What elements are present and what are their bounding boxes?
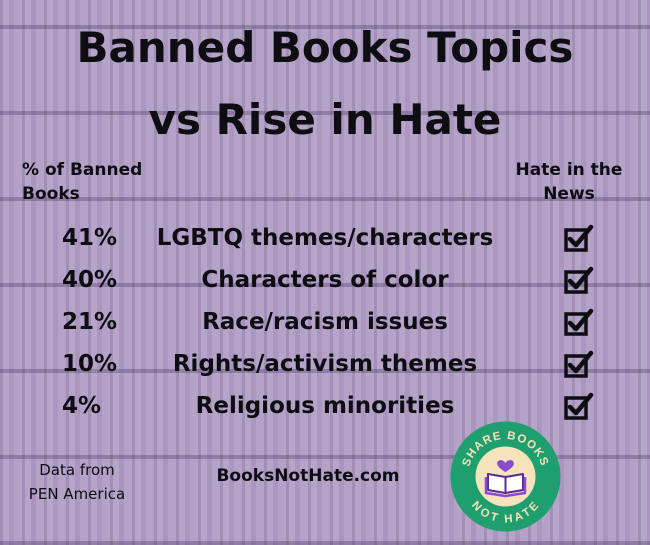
row-percent: 40% <box>62 267 118 293</box>
row-percent: 4% <box>62 393 102 419</box>
header-banned-books-line-1: % of Banned <box>22 160 143 180</box>
checkbox-checked-icon <box>564 392 594 420</box>
topic-row: 41% LGBTQ themes/characters <box>0 218 650 258</box>
topic-row: 4% Religious minorities <box>0 386 650 426</box>
row-topic: Race/racism issues <box>202 309 448 335</box>
row-percent: 21% <box>62 309 118 335</box>
title-line-1: Banned Books Topics <box>76 23 574 72</box>
open-book-heart-icon <box>484 460 527 498</box>
row-topic: Rights/activism themes <box>172 351 478 377</box>
header-hate-in-news-line-1: Hate in the <box>515 160 623 180</box>
topic-row: 40% Characters of color <box>0 260 650 300</box>
row-topic: LGBTQ themes/characters <box>156 225 494 251</box>
row-percent: 10% <box>62 351 118 377</box>
title-line-2: vs Rise in Hate <box>148 95 502 144</box>
data-source-line-1: Data from <box>39 461 115 479</box>
header-hate-in-news: Hate in the News <box>510 158 628 206</box>
data-source-note: Data from PEN America <box>18 458 136 506</box>
topic-row: 21% Race/racism issues <box>0 302 650 342</box>
website-link[interactable]: BooksNotHate.com <box>216 466 400 486</box>
row-percent: 41% <box>62 225 118 251</box>
checkbox-checked-icon <box>564 224 594 252</box>
topic-row: 10% Rights/activism themes <box>0 344 650 384</box>
header-hate-in-news-line-2: News <box>543 184 595 204</box>
header-banned-books-line-2: Books <box>22 184 80 204</box>
checkbox-checked-icon <box>564 308 594 336</box>
header-banned-books: % of Banned Books <box>22 158 172 206</box>
checkbox-checked-icon <box>564 266 594 294</box>
checkbox-checked-icon <box>564 350 594 378</box>
share-books-not-hate-logo: SHARE BOOKS NOT HATE <box>450 421 561 532</box>
row-topic: Characters of color <box>201 267 449 293</box>
data-source-line-2: PEN America <box>28 485 126 503</box>
row-topic: Religious minorities <box>195 393 455 419</box>
